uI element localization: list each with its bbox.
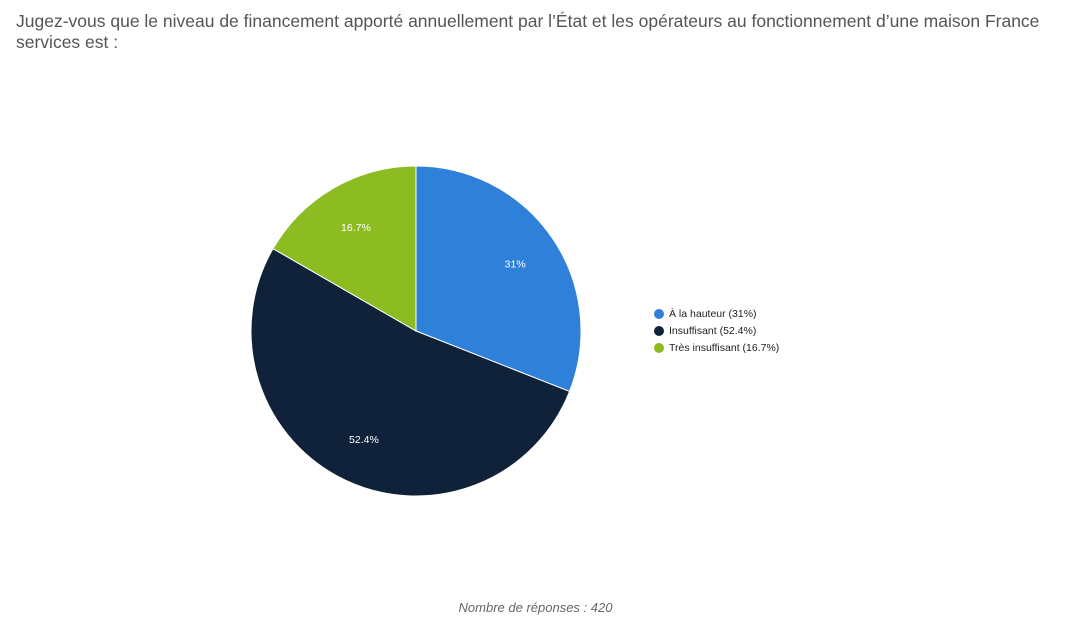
chart-legend: À la hauteur (31%) Insuffisant (52.4%) Trè… — [654, 305, 779, 356]
chart-title: Jugez-vous que le niveau de financement … — [16, 11, 1040, 52]
legend-item-3: Très insuffisant (16.7%) — [654, 339, 779, 356]
pie-data-labels: 31% 52.4% 16.7% — [341, 222, 526, 446]
legend-label: Très insuffisant (16.7%) — [669, 341, 780, 354]
pie-slices — [250, 165, 582, 497]
legend-label: À la hauteur (31%) — [669, 307, 757, 320]
legend-label: Insuffisant (52.4%) — [669, 324, 757, 337]
pie-slice-1 — [415, 165, 582, 393]
pie-slice-3 — [272, 165, 417, 332]
legend-swatch — [654, 325, 664, 336]
pie-slice-2 — [250, 247, 571, 497]
legend-item-2: Insuffisant (52.4%) — [654, 322, 779, 339]
legend-item-1: À la hauteur (31%) — [654, 305, 779, 322]
legend-swatch — [654, 308, 664, 319]
response-count-note: Nombre de réponses : 420 — [458, 600, 613, 615]
pie-data-label-2: 52.4% — [349, 434, 379, 446]
pie-data-label-1: 31% — [505, 258, 526, 270]
pie-data-label-3: 16.7% — [341, 222, 371, 234]
legend-swatch — [654, 342, 664, 353]
